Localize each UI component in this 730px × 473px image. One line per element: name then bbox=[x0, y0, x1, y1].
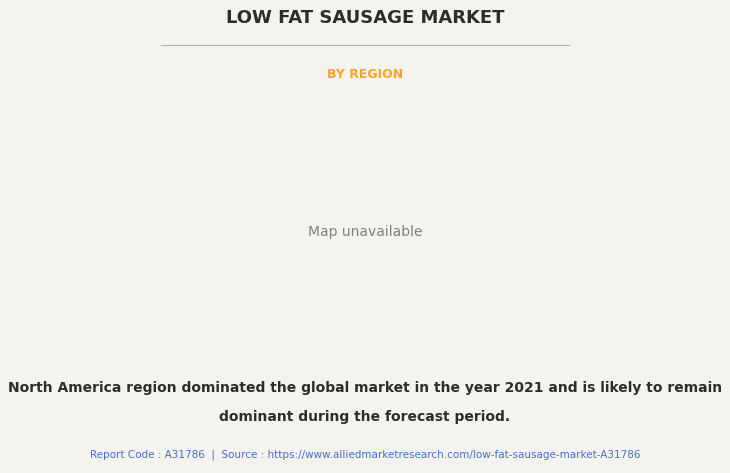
Text: LOW FAT SAUSAGE MARKET: LOW FAT SAUSAGE MARKET bbox=[226, 9, 504, 27]
Text: Map unavailable: Map unavailable bbox=[308, 225, 422, 239]
Text: Report Code : A31786  |  Source : https://www.alliedmarketresearch.com/low-fat-s: Report Code : A31786 | Source : https://… bbox=[90, 449, 640, 460]
Text: BY REGION: BY REGION bbox=[327, 68, 403, 81]
Text: dominant during the forecast period.: dominant during the forecast period. bbox=[220, 410, 510, 424]
Text: North America region dominated the global market in the year 2021 and is likely : North America region dominated the globa… bbox=[8, 380, 722, 394]
